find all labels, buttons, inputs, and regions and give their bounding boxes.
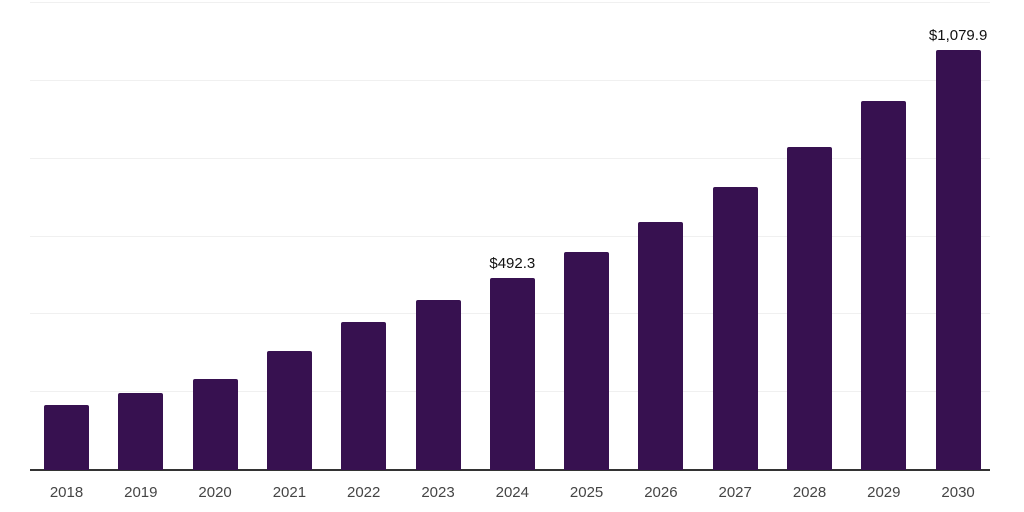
bar-2018 xyxy=(44,405,89,470)
bar-2021 xyxy=(266,351,312,470)
bar-2022 xyxy=(341,321,387,470)
x-tick-2029: 2029 xyxy=(867,484,901,501)
gridline-600 xyxy=(30,235,990,237)
bar-2019 xyxy=(118,392,164,470)
value-label-2024: $492.3 xyxy=(489,255,536,273)
x-tick-2028: 2028 xyxy=(792,484,827,501)
bar-2026 xyxy=(638,221,684,470)
bar-2020 xyxy=(192,378,238,470)
x-tick-2023: 2023 xyxy=(421,484,455,501)
x-tick-2026: 2026 xyxy=(644,484,678,501)
x-tick-2030: 2030 xyxy=(941,484,975,501)
x-tick-2022: 2022 xyxy=(347,484,381,501)
x-tick-2021: 2021 xyxy=(272,484,307,501)
x-tick-2020: 2020 xyxy=(198,484,232,501)
bar-2027 xyxy=(712,186,758,470)
bar-2023 xyxy=(415,299,461,470)
x-axis-line xyxy=(30,469,990,471)
bar-2024 xyxy=(489,278,535,470)
bar-2025 xyxy=(564,251,610,470)
gridline-800 xyxy=(30,157,990,159)
x-tick-2027: 2027 xyxy=(718,484,752,501)
plot-area: $492.3 $1,079.9 xyxy=(30,2,990,471)
bar-2030 xyxy=(935,49,981,470)
x-tick-2018: 2018 xyxy=(49,484,84,501)
gridline-1000 xyxy=(30,79,990,81)
value-label-2030: $1,079.9 xyxy=(928,26,988,44)
gridline-1200 xyxy=(30,2,990,3)
bar-2028 xyxy=(787,147,832,470)
x-tick-2024: 2024 xyxy=(495,484,529,501)
bar-2029 xyxy=(861,101,907,470)
x-tick-2019: 2019 xyxy=(124,484,158,501)
x-tick-2025: 2025 xyxy=(569,484,604,501)
